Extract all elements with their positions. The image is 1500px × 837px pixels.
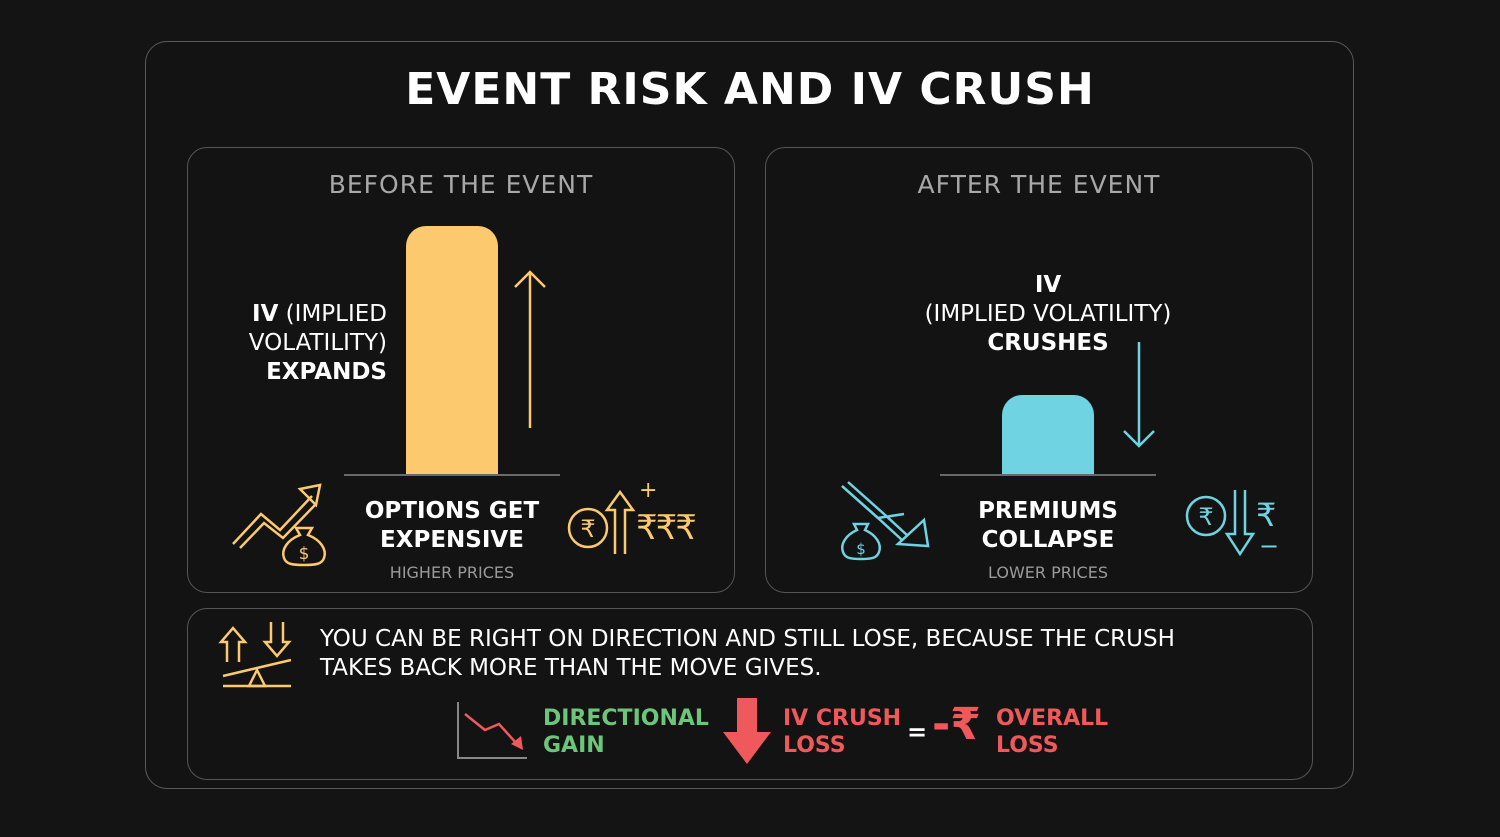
- takeaway-panel: [187, 608, 1313, 780]
- options-expensive-caption: OPTIONS GET EXPENSIVE: [345, 497, 559, 555]
- iv-crush-loss-term: IV CRUSH LOSS: [783, 705, 901, 759]
- iv-crushes-label-line1: IV: [1034, 272, 1062, 298]
- down-trend-chart-icon: [457, 702, 527, 759]
- falling-trend-money-bag-icon: $: [841, 481, 930, 561]
- iv-expands-label-line3: EXPANDS: [266, 359, 387, 385]
- iv-bar-after: [1002, 395, 1094, 474]
- premiums-collapse-line2: COLLAPSE: [981, 527, 1115, 553]
- iv-up-arrow-icon: [514, 270, 546, 428]
- iv-crush-loss-line1: IV CRUSH: [783, 706, 902, 731]
- iv-crushes-label-line2: (IMPLIED VOLATILITY): [924, 301, 1172, 327]
- higher-prices-caption: HIGHER PRICES: [389, 563, 515, 582]
- svg-text:₹: ₹: [580, 515, 595, 543]
- options-expensive-line1: OPTIONS GET: [364, 498, 540, 524]
- takeaway-message: YOU CAN BE RIGHT ON DIRECTION AND STILL …: [320, 625, 1280, 683]
- before-event-heading: BEFORE THE EVENT: [328, 170, 594, 199]
- takeaway-line2: TAKES BACK MORE THAN THE MOVE GIVES.: [320, 655, 822, 681]
- directional-gain-term: DIRECTIONAL GAIN: [543, 705, 709, 759]
- iv-bar-before: [406, 226, 498, 474]
- result-minus: -: [932, 699, 951, 750]
- directional-gain-line1: DIRECTIONAL: [543, 706, 709, 731]
- svg-text:$: $: [856, 540, 866, 558]
- plus-sign: +: [639, 478, 658, 503]
- after-event-panel: AFTER THE EVENT: [765, 147, 1313, 593]
- after-baseline: [940, 474, 1156, 476]
- result-rupee: ₹: [950, 699, 981, 750]
- before-baseline: [344, 474, 560, 476]
- svg-text:$: $: [299, 544, 310, 564]
- iv-expands-label: IV (IMPLIED VOLATILITY) EXPANDS: [200, 300, 387, 387]
- overall-loss-term: OVERALL LOSS: [996, 705, 1108, 759]
- rupee-up-arrow-icon: ₹: [567, 489, 636, 554]
- premiums-collapse-caption: PREMIUMS COLLAPSE: [940, 497, 1156, 555]
- iv-crushes-label: IV (IMPLIED VOLATILITY) CRUSHES: [898, 271, 1198, 358]
- premiums-collapse-line1: PREMIUMS: [978, 498, 1118, 524]
- red-down-arrow-icon: [723, 698, 771, 764]
- options-expensive-line2: EXPENSIVE: [380, 527, 524, 553]
- svg-text:₹: ₹: [1198, 503, 1213, 531]
- lower-prices-caption: LOWER PRICES: [988, 563, 1108, 582]
- iv-crushes-label-line3: CRUSHES: [987, 330, 1109, 356]
- iv-expands-label-iv: IV: [252, 301, 279, 327]
- iv-down-arrow-icon: [1123, 342, 1155, 448]
- main-frame: [145, 41, 1354, 789]
- page-title: EVENT RISK AND IV CRUSH: [405, 64, 1095, 115]
- iv-crush-loss-line2: LOSS: [783, 733, 846, 758]
- rupee-down-arrow-icon: ₹: [1185, 490, 1256, 557]
- overall-loss-line1: OVERALL: [996, 706, 1109, 731]
- minus-rupee: -₹: [932, 700, 981, 750]
- directional-gain-line2: GAIN: [543, 733, 605, 758]
- equals-sign: =: [907, 718, 928, 746]
- iv-expands-label-line2: VOLATILITY): [248, 330, 387, 356]
- after-event-heading: AFTER THE EVENT: [917, 170, 1161, 199]
- minus-sign: −: [1259, 532, 1280, 560]
- rising-trend-money-bag-icon: $: [232, 483, 326, 567]
- overall-loss-line2: LOSS: [996, 733, 1059, 758]
- before-event-panel: BEFORE THE EVENT: [187, 147, 735, 593]
- iv-expands-label-rest: (IMPLIED: [278, 301, 387, 327]
- rupee-symbol-after: ₹: [1256, 496, 1277, 534]
- balance-scale-icon: [218, 622, 292, 688]
- rupee-symbols: ₹₹₹: [636, 508, 697, 548]
- takeaway-line1: YOU CAN BE RIGHT ON DIRECTION AND STILL …: [320, 626, 1175, 652]
